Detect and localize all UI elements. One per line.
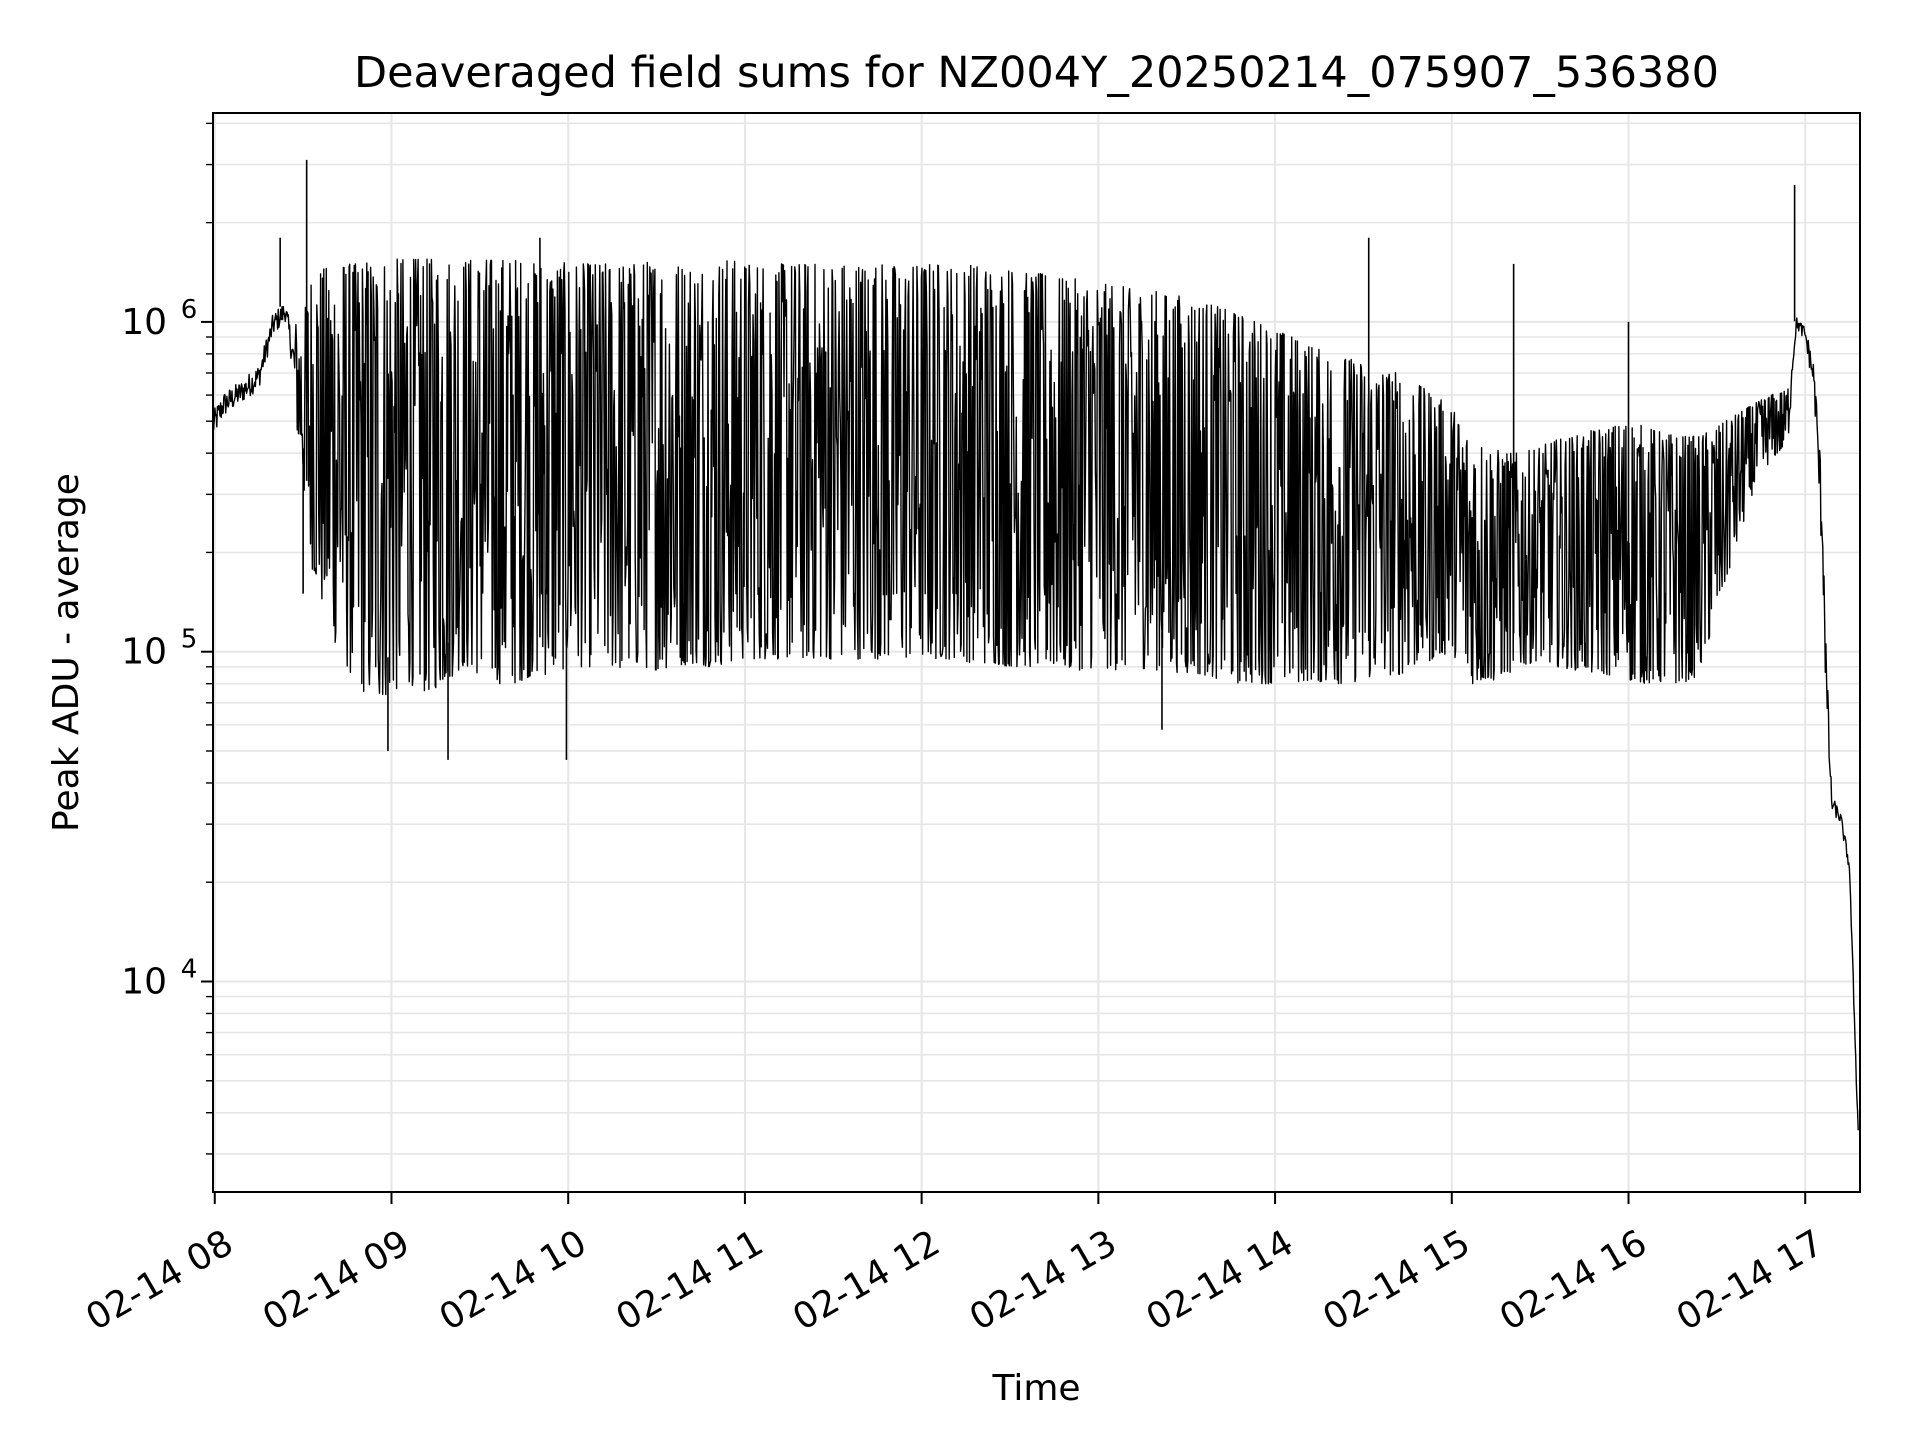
y-tick-label: 10: [121, 962, 167, 1003]
series-line: [212, 258, 1859, 1131]
y-tick-label: 10: [121, 632, 167, 673]
y-tick-label-exponent: 5: [181, 625, 198, 655]
y-axis-label: Peak ADU - average: [46, 473, 87, 832]
x-axis-label: Time: [991, 1368, 1080, 1409]
y-tick-label: 10: [121, 302, 167, 343]
plot-area: [212, 159, 1859, 1131]
y-axis: 10 4 10 5 10 6: [121, 122, 213, 1155]
y-tick-label-base: 10: [121, 632, 167, 673]
y-tick-label-base: 10: [121, 962, 167, 1003]
chart-title: Deaveraged field sums for NZ004Y_2025021…: [354, 48, 1719, 98]
y-tick-label-exponent: 6: [181, 295, 198, 325]
y-tick-label-base: 10: [121, 302, 167, 343]
y-tick-label-exponent: 4: [181, 955, 198, 985]
